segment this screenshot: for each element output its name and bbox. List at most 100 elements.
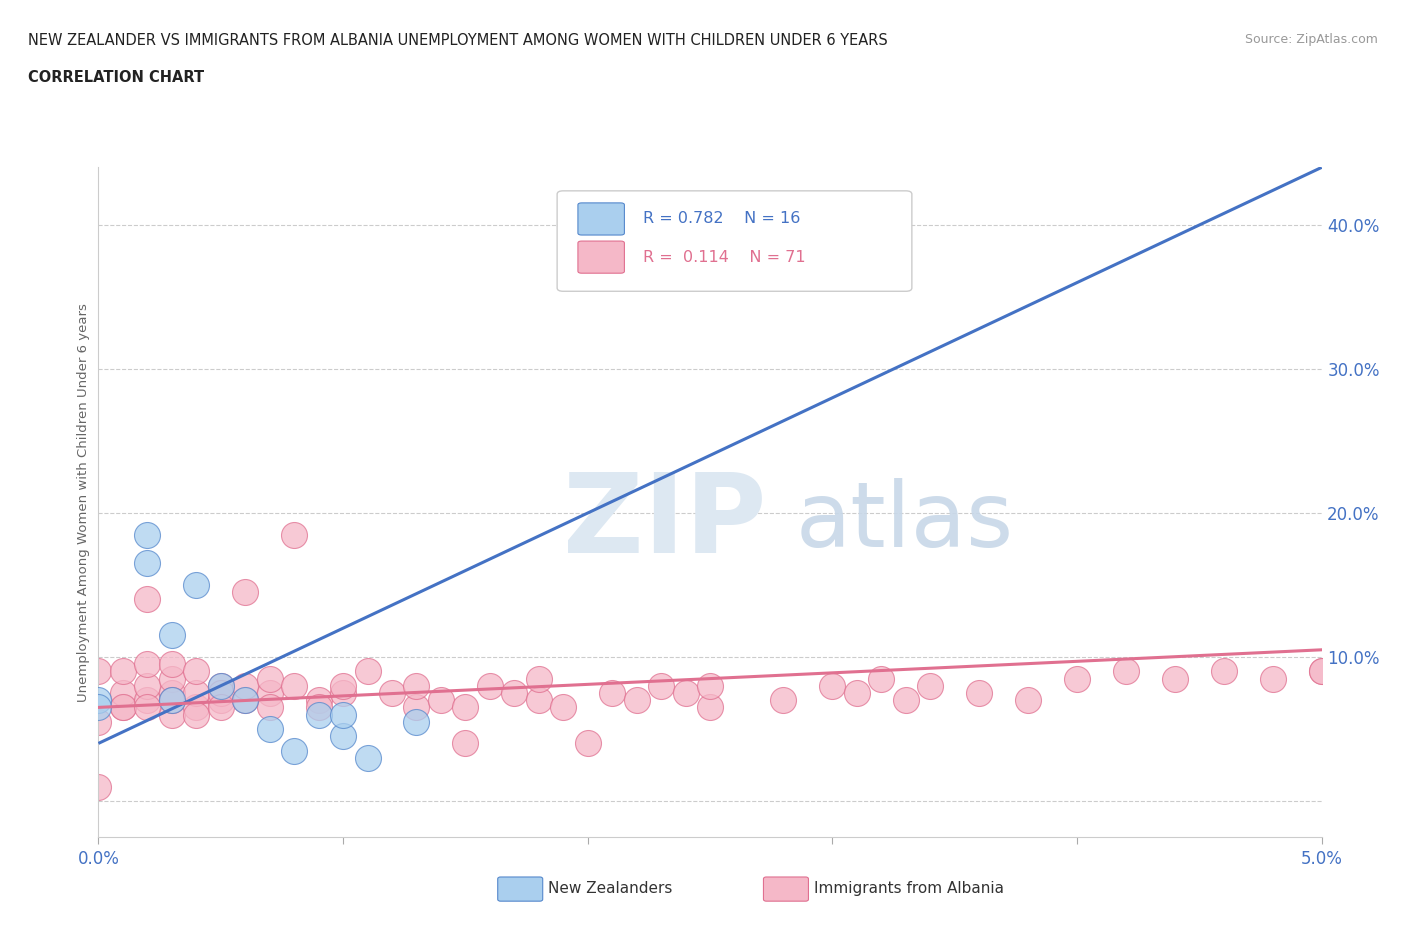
Point (186, 578, 208, 592)
Text: ZIP: ZIP (564, 469, 766, 576)
Point (650, 678, 672, 693)
Point (283, 743, 305, 758)
FancyBboxPatch shape (578, 241, 624, 273)
Point (454, 736, 477, 751)
Point (356, 664, 378, 679)
Point (136, 700, 159, 715)
Point (233, 693, 256, 708)
Point (87, 700, 110, 715)
Point (405, 700, 427, 715)
Point (209, 685, 232, 700)
Text: R =  0.114    N = 71: R = 0.114 N = 71 (643, 249, 806, 265)
Point (259, 722, 281, 737)
Point (160, 671, 183, 686)
Point (111, 700, 134, 715)
Text: R = 0.782    N = 16: R = 0.782 N = 16 (643, 211, 800, 227)
Text: atlas: atlas (796, 478, 1014, 566)
Point (332, 685, 354, 700)
Point (381, 685, 404, 700)
Point (233, 585, 256, 600)
Point (233, 678, 256, 693)
Point (160, 693, 183, 708)
Point (967, 685, 990, 700)
Point (1066, 671, 1088, 686)
Point (233, 693, 256, 708)
Point (1017, 693, 1039, 708)
Point (870, 671, 893, 686)
Point (553, 700, 575, 715)
Point (186, 700, 208, 715)
Text: CORRELATION CHART: CORRELATION CHART (28, 70, 204, 85)
Point (332, 729, 354, 744)
Text: NEW ZEALANDER VS IMMIGRANTS FROM ALBANIA UNEMPLOYMENT AMONG WOMEN WITH CHILDREN : NEW ZEALANDER VS IMMIGRANTS FROM ALBANIA… (28, 33, 887, 47)
Point (405, 678, 427, 693)
Point (626, 693, 648, 708)
Point (136, 556, 159, 571)
Point (1310, 664, 1333, 679)
Point (136, 678, 159, 693)
Point (332, 707, 354, 722)
Point (160, 685, 183, 700)
Point (136, 693, 159, 708)
Point (136, 657, 159, 671)
Point (1310, 664, 1333, 679)
Point (111, 664, 134, 679)
Point (259, 700, 281, 715)
Point (160, 707, 183, 722)
Point (209, 693, 232, 708)
Point (87, 693, 110, 708)
Point (283, 678, 305, 693)
Point (136, 527, 159, 542)
Point (209, 700, 232, 715)
Point (209, 678, 232, 693)
Point (308, 707, 330, 722)
Point (209, 678, 232, 693)
Point (87, 714, 110, 729)
Point (430, 693, 453, 708)
Point (283, 527, 305, 542)
Point (160, 693, 183, 708)
Point (259, 685, 281, 700)
Point (527, 693, 550, 708)
Point (308, 700, 330, 715)
Point (308, 693, 330, 708)
Point (405, 714, 427, 729)
Point (478, 678, 501, 693)
Point (454, 700, 477, 715)
Point (576, 736, 599, 751)
Point (699, 678, 721, 693)
Point (845, 685, 868, 700)
Point (527, 671, 550, 686)
Point (894, 693, 917, 708)
Point (160, 628, 183, 643)
Y-axis label: Unemployment Among Women with Children Under 6 years: Unemployment Among Women with Children U… (77, 303, 90, 701)
Point (87, 779, 110, 794)
Point (87, 664, 110, 679)
Text: Immigrants from Albania: Immigrants from Albania (814, 881, 1004, 896)
FancyBboxPatch shape (578, 203, 624, 235)
Point (160, 657, 183, 671)
FancyBboxPatch shape (557, 191, 912, 291)
Point (111, 685, 134, 700)
Text: Source: ZipAtlas.com: Source: ZipAtlas.com (1244, 33, 1378, 46)
Point (259, 671, 281, 686)
Point (186, 707, 208, 722)
Point (821, 678, 844, 693)
Point (675, 685, 697, 700)
Text: New Zealanders: New Zealanders (548, 881, 672, 896)
Point (186, 664, 208, 679)
Point (920, 678, 942, 693)
Point (356, 751, 378, 765)
Point (332, 678, 354, 693)
Point (136, 592, 159, 607)
Point (111, 700, 134, 715)
Point (699, 700, 721, 715)
Point (772, 693, 794, 708)
Point (1212, 664, 1234, 679)
Point (503, 685, 526, 700)
Point (1261, 671, 1284, 686)
Point (600, 685, 623, 700)
Point (1115, 664, 1137, 679)
Point (1164, 671, 1187, 686)
Point (186, 685, 208, 700)
